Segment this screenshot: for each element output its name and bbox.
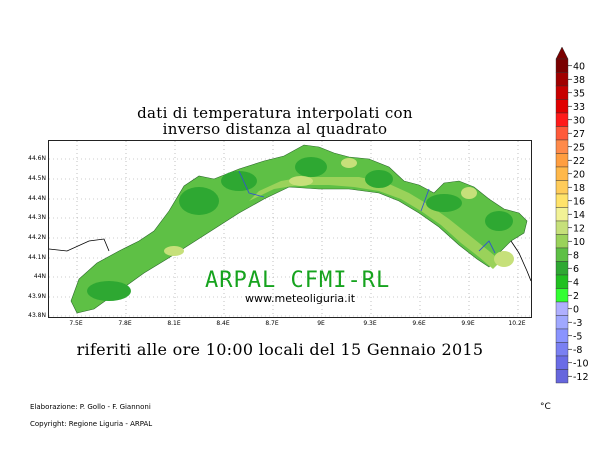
lon-label: 8.7E	[265, 320, 279, 327]
legend-swatch	[555, 328, 569, 343]
legend-swatch	[555, 342, 569, 357]
temperature-map	[48, 140, 532, 318]
lat-label: 44.6N	[28, 155, 46, 162]
legend-swatch	[555, 234, 569, 249]
lon-label: 9.3E	[363, 320, 377, 327]
coastal-band	[249, 177, 501, 269]
coastline-east	[510, 240, 532, 282]
border-west	[48, 238, 110, 252]
legend-swatch	[555, 193, 569, 208]
legend-label: 25	[573, 142, 585, 153]
lat-label: 43.8N	[28, 312, 46, 319]
legend-label: 38	[573, 75, 585, 86]
lon-label: 9.9E	[461, 320, 475, 327]
lon-label: 8.1E	[167, 320, 181, 327]
legend-label: 33	[573, 102, 585, 113]
map-title-line1: dati di temperatura interpolati con	[137, 104, 413, 122]
legend-label: 2	[573, 291, 579, 302]
liguria-region	[70, 144, 528, 314]
temperature-legend: 40 38 35 33 30 27 25 22 20 18 16 14 12 10 8 6 4 2 0 -3 -5 -8-…	[544, 46, 589, 407]
legend-label: 20	[573, 169, 585, 180]
legend-swatch	[555, 180, 569, 195]
lon-label: 8.4E	[216, 320, 230, 327]
legend-label: -5	[573, 331, 582, 342]
legend-swatch	[555, 261, 569, 276]
lon-label: 9.6E	[412, 320, 426, 327]
legend-label: 4	[573, 277, 579, 288]
legend-label: 18	[573, 183, 585, 194]
credits-line2: Copyright: Regione Liguria - ARPAL	[30, 420, 153, 428]
legend-swatch	[555, 58, 569, 73]
legend-top-arrow	[555, 46, 569, 60]
legend-swatch	[555, 126, 569, 141]
lon-label: 9E	[317, 320, 325, 327]
legend-swatch	[555, 153, 569, 168]
warm-patches	[87, 157, 513, 301]
legend-label: 8	[573, 250, 579, 261]
legend-label: 12	[573, 223, 585, 234]
lat-label: 44.1N	[28, 254, 46, 261]
legend-swatch	[555, 355, 569, 370]
legend-label: -10	[573, 358, 588, 369]
legend-label: 27	[573, 129, 585, 140]
legend-label: 30	[573, 115, 585, 126]
legend-label: 35	[573, 88, 585, 99]
lat-label: 44.2N	[28, 234, 46, 241]
legend-swatch	[555, 166, 569, 181]
website-label: www.meteoliguria.it	[245, 292, 356, 305]
legend-swatch	[555, 315, 569, 330]
legend-label: -3	[573, 318, 582, 329]
legend-swatch	[555, 72, 569, 87]
legend-unit: °C	[540, 402, 551, 412]
legend-label: 40	[573, 61, 585, 72]
legend-swatch	[555, 301, 569, 316]
legend-label: 16	[573, 196, 585, 207]
credits-line1: Elaborazione: P. Gollo - F. Giannoni	[30, 403, 151, 411]
legend-label: 10	[573, 237, 585, 248]
lon-label: 7.8E	[118, 320, 132, 327]
legend-label: 14	[573, 210, 585, 221]
legend-swatch	[555, 85, 569, 100]
lat-label: 44N	[33, 273, 46, 280]
legend-label: -12	[573, 372, 588, 383]
lon-label: 10.2E	[508, 320, 526, 327]
legend-swatch	[555, 112, 569, 127]
legend-swatch	[555, 369, 569, 384]
legend-label: 6	[573, 264, 579, 275]
legend-label: -8	[573, 345, 582, 356]
legend-swatch	[555, 99, 569, 114]
legend-swatch	[555, 220, 569, 235]
lat-label: 43.9N	[28, 293, 46, 300]
lat-label: 44.5N	[28, 175, 46, 182]
time-caption: riferiti alle ore 10:00 locali del 15 Ge…	[76, 340, 484, 359]
province-borders	[238, 170, 496, 254]
lat-label: 44.4N	[28, 195, 46, 202]
lon-label: 7.5E	[69, 320, 83, 327]
legend-swatch	[555, 207, 569, 222]
map-canvas	[48, 141, 532, 317]
legend-colorbar: 403835333027252220181614121086420-3-5-8-…	[555, 46, 589, 384]
legend-label: 22	[573, 156, 585, 167]
legend-swatch	[555, 288, 569, 303]
legend-label: 0	[573, 304, 579, 315]
lat-label: 44.3N	[28, 214, 46, 221]
map-title-line2: inverso distanza al quadrato	[162, 120, 388, 138]
legend-swatch	[555, 247, 569, 262]
brand-label: ARPAL CFMI-RL	[205, 268, 391, 293]
legend-swatch	[555, 274, 569, 289]
cool-patches	[164, 158, 514, 267]
legend-swatch	[555, 139, 569, 154]
